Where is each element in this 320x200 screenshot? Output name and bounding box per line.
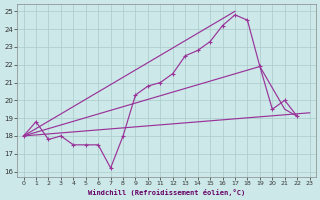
X-axis label: Windchill (Refroidissement éolien,°C): Windchill (Refroidissement éolien,°C) (88, 189, 245, 196)
